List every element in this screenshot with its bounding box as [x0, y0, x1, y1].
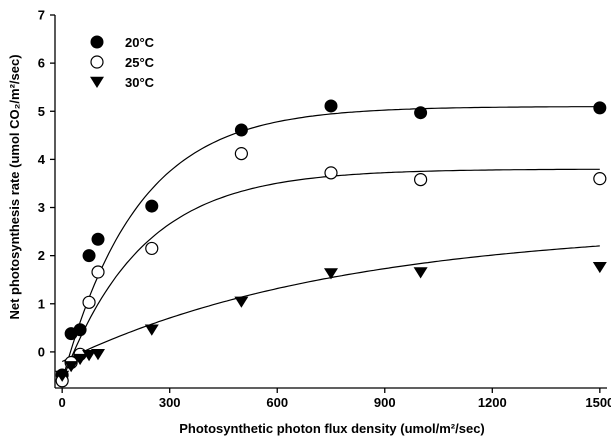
- x-tick-label: 300: [159, 395, 181, 410]
- data-point-series-3: [73, 353, 88, 366]
- data-point-series-2: [91, 265, 105, 279]
- data-point-series-2: [593, 172, 607, 186]
- y-tick-label: 1: [38, 296, 45, 311]
- y-tick-label: 4: [38, 152, 46, 167]
- axes: [54, 15, 607, 389]
- data-point-series-1: [91, 232, 105, 246]
- fit-curve-series-3: [61, 245, 600, 363]
- x-tick-label: 600: [266, 395, 288, 410]
- data-point-series-1: [414, 106, 428, 120]
- y-axis-title: Net photosynthesis rate (umol CO₂/m²/sec…: [7, 54, 22, 319]
- x-axis-title: Photosynthetic photon flux density (umol…: [179, 421, 485, 436]
- data-point-series-3: [592, 261, 607, 274]
- data-point-series-3: [144, 324, 159, 336]
- data-point-series-3: [91, 349, 106, 361]
- legend-marker-series-1: [90, 35, 104, 49]
- data-point-series-2: [414, 173, 428, 187]
- x-tick-label: 0: [59, 395, 66, 410]
- y-tick-label: 3: [38, 200, 45, 215]
- data-point-series-1: [73, 323, 87, 337]
- x-ticks: 0 300 600 900 1200 1500: [59, 388, 611, 410]
- legend-label: 25°C: [125, 55, 155, 70]
- legend-label: 30°C: [125, 75, 155, 90]
- data-point-series-3: [413, 267, 428, 279]
- data-point-series-3: [55, 370, 70, 382]
- legend: 20°C 25°C 30°C: [90, 35, 155, 90]
- data-point-series-3: [82, 350, 97, 362]
- y-tick-label: 6: [38, 56, 45, 71]
- y-tick-label: 5: [38, 104, 45, 119]
- data-points: [55, 99, 607, 388]
- legend-label: 20°C: [125, 35, 155, 50]
- x-tick-label: 1500: [585, 395, 611, 410]
- data-point-series-2: [82, 295, 96, 309]
- legend-marker-series-3: [90, 76, 104, 88]
- data-point-series-1: [593, 101, 607, 115]
- y-tick-label: 0: [38, 344, 45, 359]
- data-point-series-3: [234, 296, 249, 308]
- y-tick-label: 7: [38, 8, 45, 23]
- legend-marker-series-2: [90, 55, 104, 69]
- data-point-series-3: [64, 361, 79, 373]
- data-point-series-3: [324, 268, 338, 280]
- data-point-series-1: [324, 99, 338, 113]
- data-point-series-2: [234, 147, 248, 161]
- y-ticks: 0 1 2 3 4 5 6 7: [38, 8, 55, 359]
- y-tick-label: 2: [38, 248, 45, 263]
- data-point-series-1: [145, 199, 159, 213]
- fit-curve-series-1: [61, 106, 600, 381]
- x-tick-label: 1200: [478, 395, 507, 410]
- data-point-series-2: [145, 241, 159, 256]
- data-point-series-1: [234, 123, 248, 137]
- x-tick-label: 900: [374, 395, 396, 410]
- data-point-series-1: [82, 249, 96, 263]
- fit-curves: [61, 106, 600, 382]
- data-point-series-2: [324, 166, 338, 180]
